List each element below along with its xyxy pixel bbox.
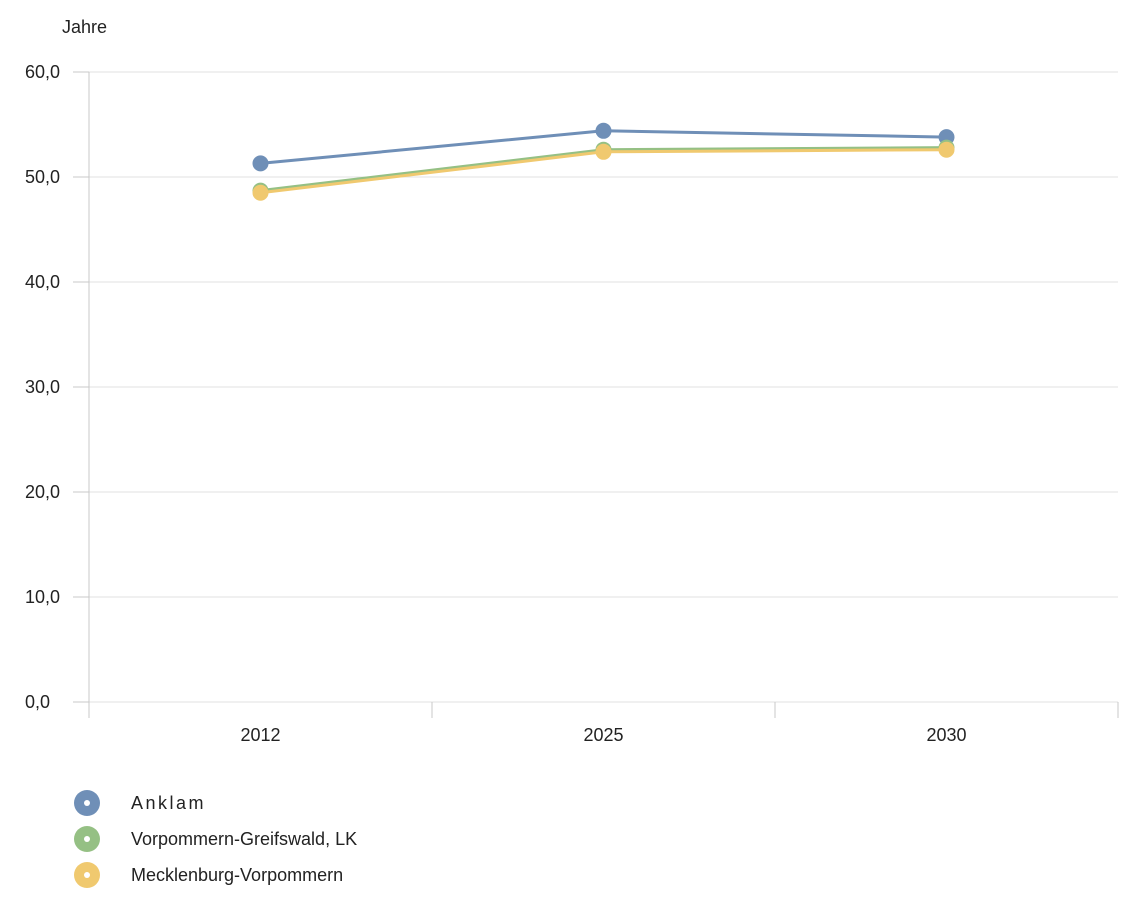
series-layer: [252, 122, 955, 201]
legend-label: Anklam: [131, 792, 207, 813]
y-tick-label: 30,0: [25, 377, 60, 397]
data-point[interactable]: [252, 184, 269, 201]
legend-marker-icon: [74, 826, 100, 852]
axis-layer: [73, 71, 1119, 718]
y-axis-label: Jahre: [62, 17, 107, 37]
data-point[interactable]: [938, 141, 955, 158]
x-tick-label: 2030: [926, 725, 966, 745]
series-3: [252, 141, 955, 201]
line-chart: Jahre 0,0 10,0 20,0 30,0 40,0 50,0 60,0 2012 202…: [25, 17, 1119, 745]
grid-layer: [89, 71, 1118, 703]
y-tick-label: 20,0: [25, 482, 60, 502]
legend-item[interactable]: Anklam: [74, 785, 357, 821]
legend-label: Mecklenburg-Vorpommern: [131, 864, 344, 885]
legend-item[interactable]: Mecklenburg-Vorpommern: [74, 857, 357, 893]
tick-label-layer: 0,0 10,0 20,0 30,0 40,0 50,0 60,0 2012 2025 2030: [25, 62, 967, 745]
x-tick-label: 2012: [240, 725, 280, 745]
y-tick-label: 40,0: [25, 272, 60, 292]
series-1: [252, 122, 955, 172]
data-point[interactable]: [595, 122, 612, 139]
y-tick-label: 10,0: [25, 587, 60, 607]
legend-marker-icon: [74, 862, 100, 888]
data-point[interactable]: [595, 143, 612, 160]
legend-marker-icon: [74, 790, 100, 816]
x-tick-label: 2025: [583, 725, 623, 745]
y-tick-label: 0,0: [25, 692, 50, 712]
y-tick-label: 60,0: [25, 62, 60, 82]
legend-item[interactable]: Vorpommern-Greifswald, LK: [74, 821, 357, 857]
legend: Anklam Vorpommern-Greifswald, LK Mecklenbu…: [74, 785, 357, 893]
legend-label: Vorpommern-Greifswald, LK: [131, 828, 358, 849]
y-tick-label: 50,0: [25, 167, 60, 187]
data-point[interactable]: [252, 155, 269, 172]
